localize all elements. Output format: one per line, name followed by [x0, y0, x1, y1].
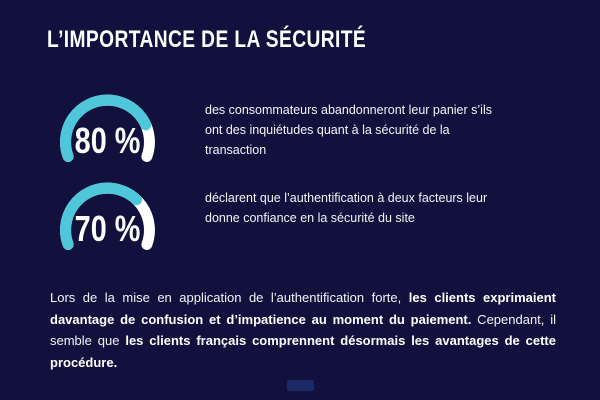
gauge-arc-70: [60, 182, 155, 250]
paragraph-segment-bold: les clients exprimaient davantage de con…: [50, 290, 556, 327]
gauge-fill-arc: [60, 182, 155, 250]
paragraph-segment-bold: les clients français comprennent désorma…: [50, 333, 556, 370]
gauge-80-percent: 80 %: [50, 85, 165, 167]
page-title: L’IMPORTANCE DE LA SÉCURITÉ: [47, 26, 367, 53]
gauge-70-percent: 70 %: [50, 173, 165, 255]
gauge-value-label: 70 %: [74, 208, 141, 249]
gauge-value-label: 80 %: [74, 120, 141, 161]
stat-description-70: déclarent que l’authentification à deux …: [205, 191, 488, 225]
paragraph-segment: Cependant, il semble que: [50, 311, 556, 349]
footer-accent-bar: [287, 380, 314, 391]
body-paragraph: Lors de la mise en application de l’auth…: [50, 287, 556, 373]
gauge-arc-80: [60, 94, 155, 162]
gauge-fill-arc: [60, 94, 155, 162]
paragraph-segment: Lors de la mise en application de l’auth…: [50, 290, 409, 305]
stat-description-80: des consommateurs abandonneront leur pan…: [205, 103, 492, 157]
